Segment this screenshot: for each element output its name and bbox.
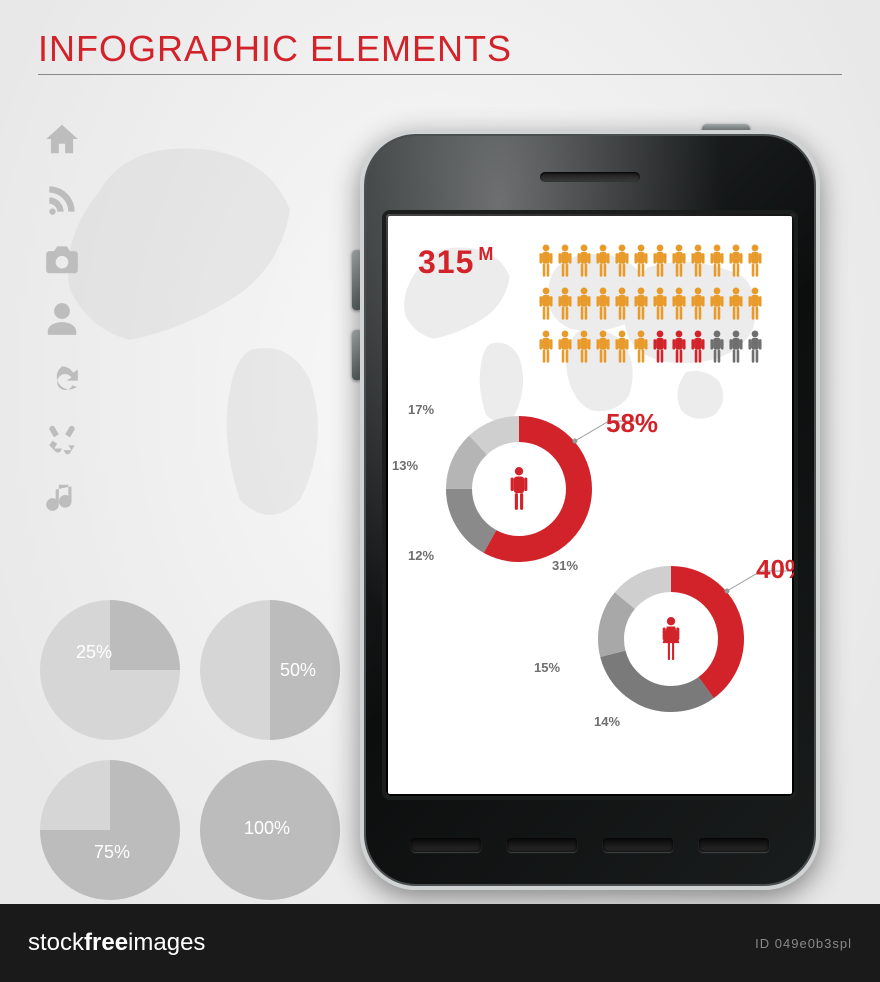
donut-seg-label: 12% (408, 548, 434, 563)
donut-main-label: 40% (756, 554, 794, 585)
person-figure (709, 244, 725, 283)
person-figure (709, 330, 725, 369)
person-figure (576, 330, 592, 369)
person-figure (538, 287, 554, 326)
person-figure (614, 287, 630, 326)
phone-mockup: 315M (360, 130, 820, 890)
person-figure (690, 244, 706, 283)
grey-pie-grid: 25% 50% 75% 100% (40, 600, 340, 900)
music-icon (40, 480, 84, 518)
phone-screen: 315M (386, 214, 794, 796)
person-figure (633, 330, 649, 369)
people-pictogram-rows (538, 244, 763, 369)
watermark-brand: stockfreeimages (28, 929, 205, 957)
home-icon (40, 120, 84, 158)
donut-leader (596, 564, 794, 724)
watermark-id: ID 049e0b3spl (755, 936, 852, 951)
person-figure (595, 287, 611, 326)
people-row (538, 287, 763, 326)
person-figure (728, 330, 744, 369)
person-figure (614, 330, 630, 369)
person-figure (614, 244, 630, 283)
donut-seg-label: 31% (552, 558, 578, 573)
person-figure (728, 287, 744, 326)
donut-main-label: 58% (606, 408, 658, 439)
person-figure (747, 330, 763, 369)
person-figure (652, 287, 668, 326)
person-figure (690, 330, 706, 369)
donut-seg-label: 13% (392, 458, 418, 473)
page-title: INFOGRAPHIC ELEMENTS (38, 28, 512, 70)
person-figure (557, 330, 573, 369)
person-figure (633, 244, 649, 283)
grey-pie-75: 75% (40, 760, 180, 900)
refresh-icon (40, 360, 84, 398)
camera-icon (40, 240, 84, 278)
person-figure (538, 330, 554, 369)
phone-bottom-buttons (411, 838, 769, 852)
person-figure (652, 330, 668, 369)
icon-column (40, 120, 84, 518)
person-figure (633, 287, 649, 326)
donut-male: 58% 17%13%12% (444, 414, 594, 564)
person-figure (595, 330, 611, 369)
donut-seg-label: 15% (534, 660, 560, 675)
person-figure (538, 244, 554, 283)
person-figure (576, 287, 592, 326)
grey-pie-25: 25% (40, 600, 180, 740)
person-figure (728, 244, 744, 283)
title-rule (38, 74, 842, 75)
person-figure (747, 287, 763, 326)
donut-seg-label: 17% (408, 402, 434, 417)
grey-pie-50: 50% (200, 600, 340, 740)
person-figure (576, 244, 592, 283)
grey-pie-100: 100% (200, 760, 340, 900)
person-figure (557, 287, 573, 326)
person-figure (709, 287, 725, 326)
person-figure (747, 244, 763, 283)
person-figure (595, 244, 611, 283)
donut-seg-label: 14% (594, 714, 620, 729)
rss-icon (40, 180, 84, 218)
people-row (538, 330, 763, 369)
people-row (538, 244, 763, 283)
person-figure (690, 287, 706, 326)
person-figure (671, 287, 687, 326)
recycle-icon (40, 420, 84, 458)
watermark-footer: stockfreeimages ID 049e0b3spl (0, 904, 880, 982)
person-icon (40, 300, 84, 338)
phone-earpiece (540, 172, 640, 182)
donut-female: 40% 31%15%14% (596, 564, 746, 714)
person-figure (652, 244, 668, 283)
stat-number: 315M (418, 244, 494, 281)
person-figure (557, 244, 573, 283)
person-figure (671, 244, 687, 283)
person-figure (671, 330, 687, 369)
